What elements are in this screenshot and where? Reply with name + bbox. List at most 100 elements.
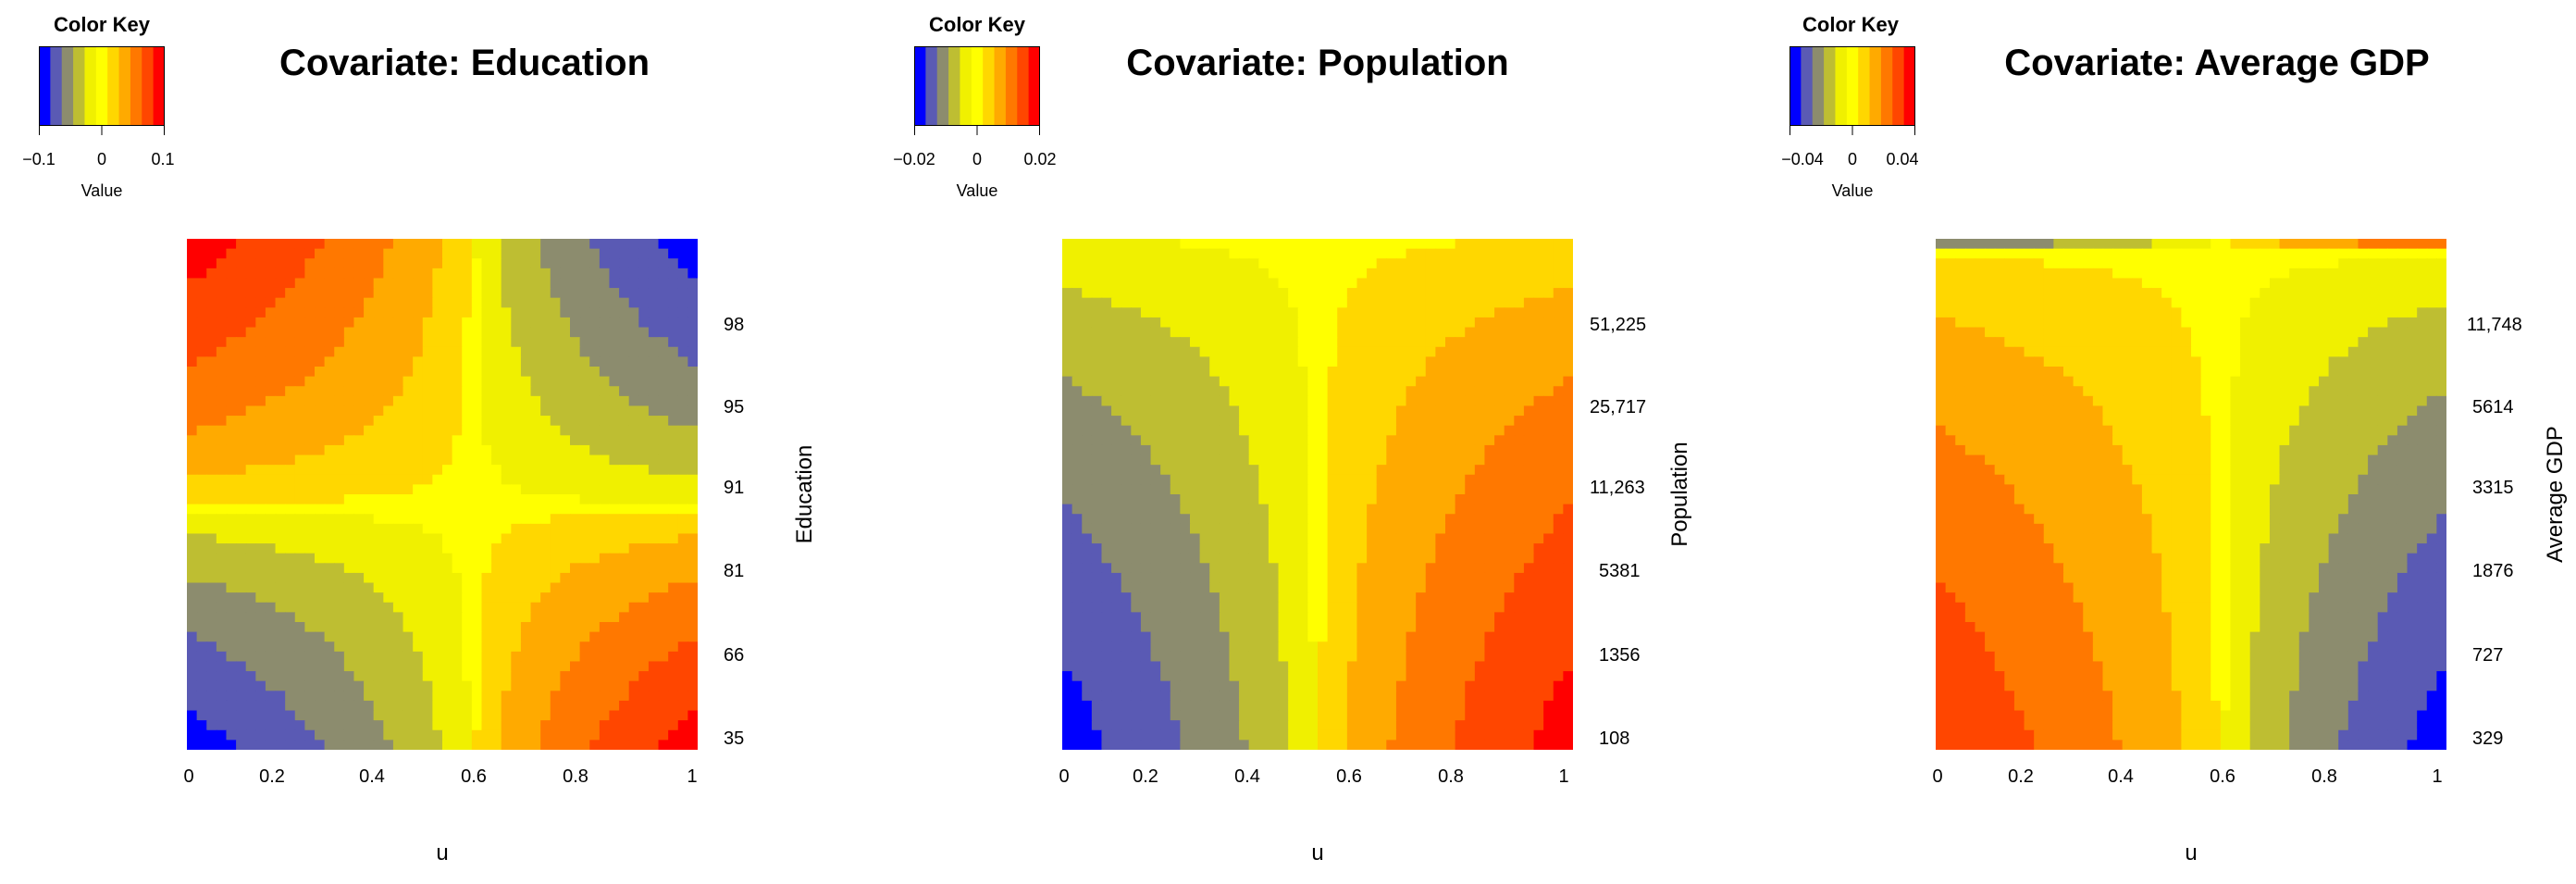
heatmap-cell [187, 356, 198, 367]
heatmap-cell [1406, 367, 1417, 378]
heatmap-cell [1337, 258, 1348, 269]
heatmap-cell [275, 454, 286, 466]
heatmap-cell [1356, 425, 1368, 437]
heatmap-cell [1268, 337, 1280, 348]
heatmap-cell [1190, 317, 1201, 329]
heatmap-cell [452, 435, 463, 446]
heatmap-cell [609, 435, 620, 446]
heatmap-cell [265, 258, 277, 269]
heatmap-cell [1484, 622, 1495, 633]
heatmap-cell [628, 710, 640, 721]
heatmap-cell [364, 641, 375, 653]
heatmap-cell [1091, 346, 1103, 358]
heatmap-cell [1406, 622, 1417, 633]
heatmap-cell [1533, 317, 1544, 329]
heatmap-cell [609, 710, 620, 721]
heatmap-cell [1229, 622, 1240, 633]
heatmap-cell [1101, 582, 1112, 593]
heatmap-cell [196, 523, 207, 535]
heatmap-cell [511, 729, 522, 741]
heatmap-cell [383, 444, 394, 456]
heatmap-cell [579, 474, 590, 486]
heatmap-cell [285, 671, 296, 682]
color-key-label: Value [956, 181, 998, 200]
heatmap-cell [1062, 641, 1073, 653]
heatmap-cell [343, 691, 355, 702]
heatmap-cell [1229, 386, 1240, 397]
heatmap-cell [206, 405, 217, 417]
heatmap-cell [1484, 307, 1495, 318]
heatmap-cell [1563, 572, 1573, 584]
heatmap-cell [1278, 317, 1289, 329]
heatmap-cell [353, 367, 365, 378]
heatmap-cell [1121, 543, 1133, 554]
heatmap-cell [324, 691, 335, 702]
heatmap-cell [1278, 297, 1289, 309]
heatmap-cell [1082, 258, 1093, 269]
heatmap-cell [402, 671, 414, 682]
heatmap-cell [442, 337, 453, 348]
heatmap-cell [1229, 651, 1240, 663]
heatmap-cell [599, 671, 611, 682]
heatmap-cell [589, 376, 601, 387]
heatmap-cell [216, 582, 228, 593]
heatmap-cell [1278, 602, 1289, 614]
heatmap-cell [216, 376, 228, 387]
heatmap-cell [560, 691, 571, 702]
heatmap-cell [1563, 465, 1573, 476]
heatmap-cell [687, 523, 698, 535]
heatmap-cell [236, 553, 247, 565]
heatmap-cell [550, 258, 562, 269]
heatmap-cell [285, 641, 296, 653]
heatmap-cell [373, 651, 385, 663]
heatmap-cell [1219, 444, 1231, 456]
heatmap-cell [216, 465, 228, 476]
heatmap-cell [304, 504, 316, 515]
heatmap-cell [1533, 465, 1544, 476]
heatmap-cell [1553, 346, 1565, 358]
heatmap-cell [1367, 612, 1378, 623]
heatmap-cell [560, 288, 571, 299]
heatmap-cell [599, 395, 611, 407]
heatmap-cell [402, 602, 414, 614]
heatmap-cell [1170, 258, 1182, 269]
heatmap-cell [1376, 641, 1388, 653]
heatmap-cell [1082, 612, 1093, 623]
heatmap-cell [1327, 484, 1338, 495]
heatmap-cell [530, 288, 541, 299]
heatmap-cell [648, 248, 660, 259]
heatmap-cell [1514, 484, 1525, 495]
heatmap-cell [413, 514, 424, 525]
heatmap-cell [334, 337, 345, 348]
heatmap-cell [462, 337, 473, 348]
heatmap-cell [1395, 327, 1407, 338]
heatmap-cell [1514, 514, 1525, 525]
heatmap-cell [1199, 465, 1210, 476]
heatmap-cell [648, 494, 660, 505]
heatmap-cell [619, 484, 630, 495]
heatmap-cell [1406, 337, 1417, 348]
heatmap-cell [560, 523, 571, 535]
heatmap-cell [1337, 435, 1348, 446]
heatmap-cell [1248, 416, 1260, 427]
heatmap-cell [402, 465, 414, 476]
heatmap-cell [1406, 239, 1417, 250]
heatmap-cell [1131, 582, 1142, 593]
heatmap-cell [687, 278, 698, 289]
heatmap-cell [1209, 435, 1220, 446]
heatmap-cell [452, 700, 463, 712]
heatmap-cell [1219, 356, 1231, 367]
heatmap-cell [668, 444, 679, 456]
heatmap-cell [1170, 651, 1182, 663]
heatmap-cell [462, 395, 473, 407]
heatmap-cell [432, 671, 443, 682]
heatmap-cell [1258, 327, 1269, 338]
heatmap-cell [1219, 612, 1231, 623]
heatmap-cell [1101, 543, 1112, 554]
heatmap-cell [491, 239, 502, 250]
heatmap-cell [383, 631, 394, 642]
heatmap-cell [1416, 297, 1427, 309]
heatmap-cell [392, 248, 404, 259]
heatmap-cell [1386, 317, 1397, 329]
heatmap-cell [1533, 376, 1544, 387]
